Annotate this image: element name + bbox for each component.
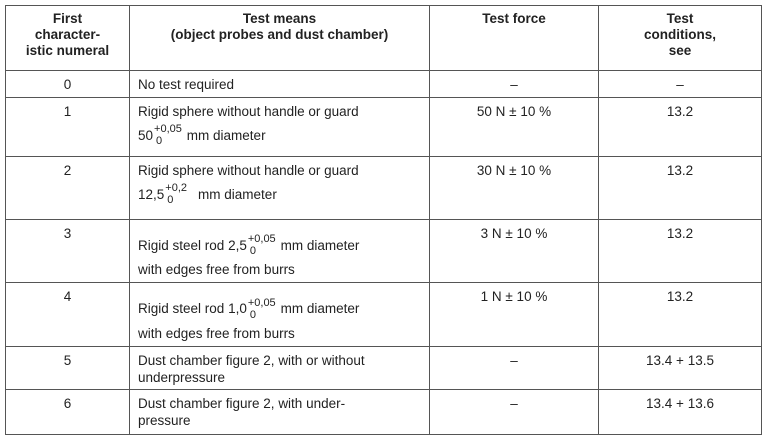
tol-upper: +0,05 — [154, 123, 182, 136]
tol-upper: +0,05 — [247, 296, 276, 309]
size: 2,5 — [228, 238, 247, 253]
header-numeral: First character-istic numeral — [5, 5, 130, 71]
table-row: 2 Rigid sphere without handle or guard 12… — [5, 156, 762, 220]
table-row: 6 Dust chamber figure 2, with under-pres… — [5, 388, 762, 435]
means-line: Rigid sphere without handle or guard — [138, 163, 359, 178]
tolerance: +0,2 0 — [164, 183, 194, 207]
size: 1,0 — [228, 301, 247, 317]
header-means: Test means (object probes and dust chambe… — [129, 5, 430, 71]
force: – — [429, 388, 599, 435]
tol-upper: +0,2 — [165, 182, 187, 195]
conditions: 13.2 — [598, 97, 762, 157]
tol-lower: 0 — [249, 245, 256, 258]
means-line: Dust chamber figure 2, with under- — [138, 395, 346, 411]
numeral: 1 — [5, 97, 130, 157]
h: Test — [666, 11, 694, 26]
h: (object probes and dust chamber) — [170, 27, 389, 42]
tol-lower: 0 — [167, 194, 174, 207]
header-conditions: Test conditions, see — [598, 5, 762, 71]
header-force: Test force — [429, 5, 599, 71]
means-line: pressure — [138, 412, 191, 428]
means-line: mm diameter — [280, 301, 360, 317]
means-line: Rigid sphere without handle or guard — [138, 104, 359, 119]
h: First — [52, 11, 83, 26]
conditions: 13.2 — [598, 282, 762, 347]
conditions: 13.4 + 13.5 — [598, 345, 762, 390]
tolerance: +0,05 0 — [153, 124, 183, 148]
means-line: with edges free from burrs — [138, 262, 295, 278]
size: 12,5 — [138, 187, 165, 202]
numeral: 3 — [5, 218, 130, 284]
force: – — [429, 70, 599, 98]
force: 30 N ± 10 % — [429, 156, 599, 220]
table-row: 1 Rigid sphere without handle or guard 50… — [5, 97, 762, 157]
ip-test-table: First character-istic numeral Test means(… — [5, 5, 762, 435]
tol-lower: 0 — [156, 135, 163, 148]
h: see — [668, 43, 692, 58]
means-line: mm diameter — [280, 238, 360, 253]
means-line: Dust chamber figure 2, with or without — [138, 352, 365, 368]
force: 50 N ± 10 % — [429, 97, 599, 157]
means-line: Rigid steel rod — [138, 301, 225, 317]
numeral: 0 — [5, 70, 130, 98]
means: Rigid sphere without handle or guard 50 +0… — [129, 97, 430, 157]
means: Dust chamber figure 2, with under-pressu… — [129, 388, 430, 435]
size: 50 — [138, 128, 154, 143]
tol-lower: 0 — [249, 308, 256, 321]
tolerance: +0,05 0 — [247, 296, 277, 322]
numeral: 2 — [5, 156, 130, 220]
h: character- — [34, 27, 101, 42]
force: – — [429, 345, 599, 390]
means-line: mm diameter — [198, 187, 277, 202]
numeral: 6 — [5, 388, 130, 435]
h: istic numeral — [25, 43, 110, 58]
table-row: 5 Dust chamber figure 2, with or without… — [5, 345, 762, 390]
means: Rigid steel rod 1,0 +0,05 0 mm diameter wit… — [129, 282, 430, 347]
means: Rigid sphere without handle or guard 12,5… — [129, 156, 430, 220]
h: Test means — [242, 11, 317, 26]
h: Test force — [482, 11, 546, 26]
conditions: – — [598, 70, 762, 98]
means-line: Rigid steel rod — [138, 238, 225, 253]
tolerance: +0,05 0 — [247, 234, 277, 258]
means-line: mm diameter — [186, 128, 266, 143]
conditions: 13.2 — [598, 218, 762, 284]
tol-upper: +0,05 — [247, 233, 276, 246]
table-row: 0 No test required – – — [5, 70, 762, 98]
h: conditions, — [644, 27, 716, 42]
force: 3 N ± 10 % — [429, 218, 599, 284]
conditions: 13.2 — [598, 156, 762, 220]
numeral: 5 — [5, 345, 130, 390]
numeral: 4 — [5, 282, 130, 347]
means: Rigid steel rod 2,5 +0,05 0 mm diameter wit… — [129, 218, 430, 284]
means: Dust chamber figure 2, with or without un… — [129, 345, 430, 390]
means-line: with edges free from burrs — [138, 325, 295, 341]
means-line: underpressure — [138, 369, 226, 385]
means: No test required — [129, 70, 430, 98]
header-row: First character-istic numeral Test means(… — [5, 5, 762, 71]
conditions: 13.4 + 13.6 — [598, 388, 762, 435]
table-row: 4 Rigid steel rod 1,0 +0,05 0 mm diameter w… — [5, 282, 762, 347]
table-row: 3 Rigid steel rod 2,5 +0,05 0 mm diameter w… — [5, 218, 762, 284]
force: 1 N ± 10 % — [429, 282, 599, 347]
